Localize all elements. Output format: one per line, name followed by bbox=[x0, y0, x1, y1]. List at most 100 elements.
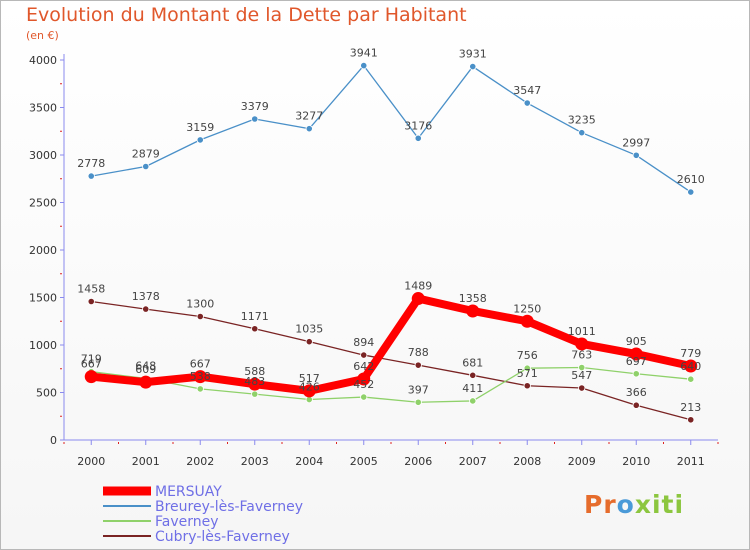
data-point bbox=[411, 292, 425, 306]
series-line-3 bbox=[90, 300, 692, 421]
data-label: 2879 bbox=[132, 147, 160, 160]
data-label: 3547 bbox=[513, 84, 541, 97]
data-label: 756 bbox=[517, 349, 538, 362]
data-label: 3379 bbox=[241, 100, 269, 113]
data-point bbox=[196, 312, 204, 321]
data-point bbox=[305, 125, 313, 133]
y-tick-label: 4000 bbox=[29, 54, 57, 67]
x-tick-label: 2007 bbox=[459, 455, 487, 468]
data-label: 538 bbox=[190, 370, 211, 383]
data-point bbox=[196, 136, 204, 144]
data-point bbox=[360, 351, 368, 359]
chart-title: Evolution du Montant de la Dette par Hab… bbox=[26, 4, 467, 26]
data-label: 2778 bbox=[77, 157, 105, 170]
data-point bbox=[523, 364, 531, 372]
data-point bbox=[193, 370, 207, 384]
data-point bbox=[520, 314, 534, 328]
x-tick-label: 2002 bbox=[186, 455, 214, 468]
data-point bbox=[357, 372, 371, 386]
data-point bbox=[142, 162, 150, 171]
data-label: 588 bbox=[244, 365, 265, 378]
data-label: 667 bbox=[190, 358, 211, 371]
data-label: 3277 bbox=[295, 110, 323, 123]
chart-unit: (en €) bbox=[26, 29, 59, 42]
data-point bbox=[302, 384, 316, 398]
data-label: 1358 bbox=[459, 292, 487, 305]
data-label: 547 bbox=[571, 369, 592, 382]
data-label: 1489 bbox=[404, 280, 432, 293]
data-label: 1250 bbox=[513, 302, 541, 315]
x-tick-label: 2010 bbox=[622, 455, 650, 468]
data-label: 719 bbox=[81, 353, 102, 366]
data-label: 3931 bbox=[459, 48, 487, 61]
data-point bbox=[687, 416, 695, 424]
data-point bbox=[414, 361, 422, 369]
data-label: 640 bbox=[680, 360, 701, 373]
data-label: 642 bbox=[353, 360, 374, 373]
data-point bbox=[629, 347, 643, 361]
data-point bbox=[523, 382, 531, 390]
data-label: 763 bbox=[571, 349, 592, 362]
data-label: 397 bbox=[408, 383, 429, 396]
series-line-0 bbox=[87, 294, 695, 395]
data-point bbox=[523, 99, 531, 107]
data-point bbox=[469, 397, 477, 405]
x-tick-label: 2008 bbox=[513, 455, 541, 468]
x-tick-label: 2000 bbox=[77, 455, 105, 468]
data-label: 571 bbox=[517, 367, 538, 380]
data-point bbox=[578, 363, 586, 372]
y-tick-label: 2500 bbox=[29, 197, 57, 210]
x-tick-label: 2001 bbox=[132, 455, 160, 468]
x-tick-label: 2003 bbox=[241, 455, 269, 468]
x-tick-label: 2005 bbox=[350, 455, 378, 468]
data-label: 452 bbox=[353, 378, 374, 391]
data-label: 3176 bbox=[404, 119, 432, 132]
data-point bbox=[414, 398, 422, 406]
data-label: 426 bbox=[299, 381, 320, 394]
data-point bbox=[84, 370, 98, 384]
x-tick-label: 2004 bbox=[295, 455, 323, 468]
data-label: 648 bbox=[135, 359, 156, 372]
data-point bbox=[248, 377, 262, 391]
data-point bbox=[251, 115, 259, 123]
data-label: 1300 bbox=[186, 298, 214, 311]
proxiti-logo: Proxiti bbox=[584, 490, 685, 519]
y-tick-label: 1500 bbox=[29, 292, 57, 305]
data-point bbox=[466, 304, 480, 318]
y-tick-label: 1000 bbox=[29, 339, 57, 352]
data-label: 779 bbox=[680, 347, 701, 360]
series-line-2 bbox=[90, 366, 692, 403]
legend-label: Cubry-lès-Faverney bbox=[155, 529, 290, 545]
data-label: 667 bbox=[81, 358, 102, 371]
data-label: 366 bbox=[626, 386, 647, 399]
data-label: 2610 bbox=[677, 173, 705, 186]
data-label: 1035 bbox=[295, 323, 323, 336]
data-point bbox=[687, 375, 695, 383]
data-label: 894 bbox=[353, 336, 374, 349]
data-label: 905 bbox=[626, 335, 647, 348]
data-label: 213 bbox=[680, 401, 701, 414]
data-label: 517 bbox=[299, 372, 320, 385]
data-label: 2997 bbox=[622, 136, 650, 149]
y-tick-label: 0 bbox=[50, 434, 57, 447]
data-point bbox=[87, 297, 95, 306]
y-tick-label: 3500 bbox=[29, 102, 57, 115]
data-point bbox=[684, 359, 698, 373]
data-point bbox=[575, 337, 589, 351]
data-label: 3159 bbox=[186, 121, 214, 134]
legend-label: MERSUAY bbox=[155, 484, 222, 500]
data-point bbox=[360, 62, 368, 70]
data-point bbox=[139, 375, 153, 389]
x-tick-label: 2009 bbox=[568, 455, 596, 468]
legend-label: Breurey-lès-Faverney bbox=[155, 499, 303, 515]
data-label: 1458 bbox=[77, 282, 105, 295]
data-point bbox=[687, 188, 695, 196]
data-label: 609 bbox=[135, 363, 156, 376]
data-point bbox=[305, 338, 313, 346]
y-tick-label: 2000 bbox=[29, 244, 57, 257]
data-point bbox=[578, 384, 586, 392]
data-point bbox=[632, 370, 640, 378]
data-point bbox=[578, 129, 586, 137]
data-point bbox=[196, 385, 204, 393]
